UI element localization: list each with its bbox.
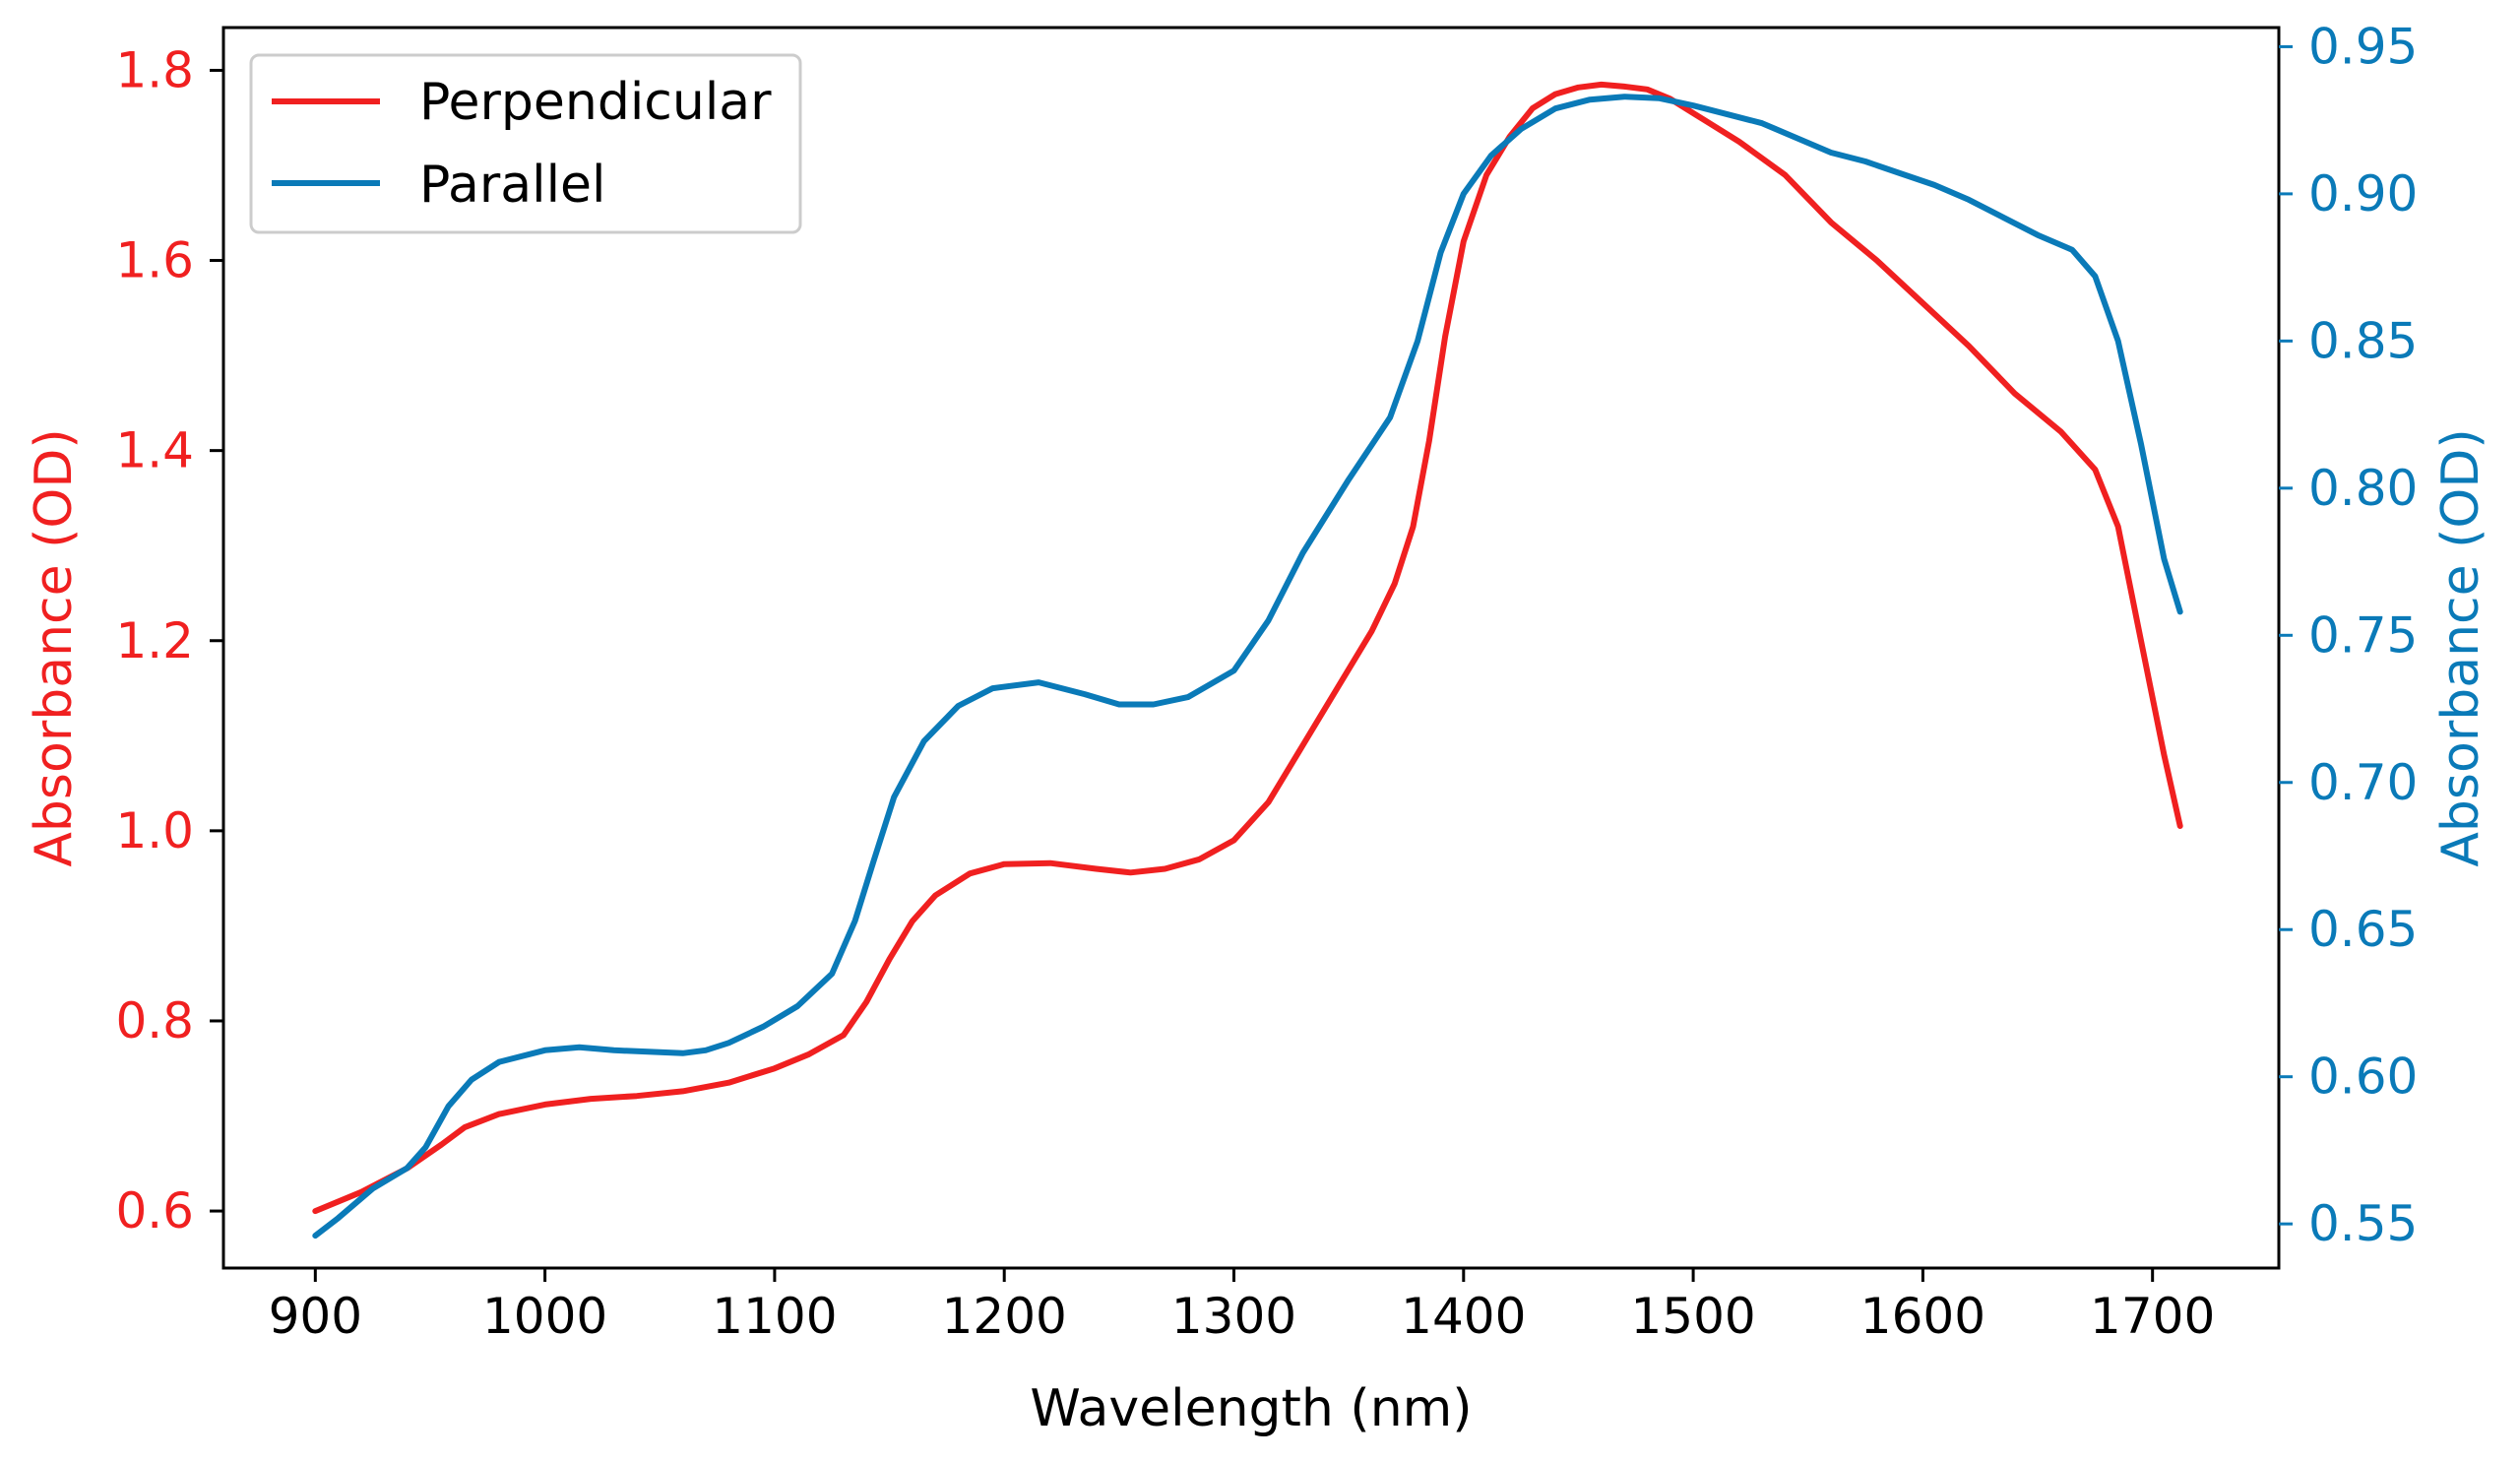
x-tick-label: 1300 [1171,1288,1296,1345]
y-right-axis-ticks: 0.55 0.60 0.65 0.70 0.75 0.80 0.85 0.90 0.95 [2279,18,2418,1252]
legend-label-perpendicular: Perpendicular [419,73,772,132]
y-left-axis-ticks: 0.6 0.8 1.0 1.2 1.4 1.6 1.8 [115,41,223,1240]
x-tick-label: 1700 [2090,1288,2215,1345]
y-left-tick-label: 0.6 [115,1182,194,1240]
y-left-tick-label: 1.6 [115,232,194,289]
y-left-tick-label: 1.2 [115,612,194,669]
series-line-perpendicular [312,81,2183,1215]
y-left-tick-label: 1.4 [115,422,194,479]
legend: Perpendicular Parallel [249,53,802,234]
legend-label-parallel: Parallel [419,156,605,215]
y-right-tick-label: 0.60 [2308,1049,2418,1106]
y-left-axis-label: Absorbance (OD) [25,428,84,866]
y-right-tick-label: 0.70 [2308,754,2418,811]
x-tick-label: 1500 [1630,1288,1755,1345]
x-axis-ticks: 900 1000 1100 1200 1300 1400 1500 1600 1700 [269,1268,2215,1345]
x-tick-label: 1000 [482,1288,607,1345]
x-axis-label: Wavelength (nm) [1030,1379,1472,1438]
series-layer [312,81,2183,1240]
legend-box [249,53,802,234]
y-right-axis-label: Absorbance (OD) [2431,428,2490,866]
series-line-parallel [312,94,2183,1240]
x-tick-label: 900 [269,1288,362,1345]
plot-frame [221,26,2281,1270]
x-tick-label: 1200 [942,1288,1067,1345]
y-right-tick-label: 0.75 [2308,606,2418,664]
y-right-tick-label: 0.80 [2308,460,2418,517]
y-right-tick-label: 0.85 [2308,312,2418,369]
x-tick-label: 1600 [1860,1288,1985,1345]
y-left-tick-label: 0.8 [115,992,194,1049]
y-right-tick-label: 0.95 [2308,18,2418,75]
y-left-tick-label: 1.8 [115,41,194,98]
y-right-tick-label: 0.55 [2308,1195,2418,1252]
x-tick-label: 1100 [712,1288,837,1345]
y-left-tick-label: 1.0 [115,802,194,859]
y-right-tick-label: 0.90 [2308,165,2418,222]
x-tick-label: 1400 [1401,1288,1526,1345]
y-right-tick-label: 0.65 [2308,901,2418,958]
